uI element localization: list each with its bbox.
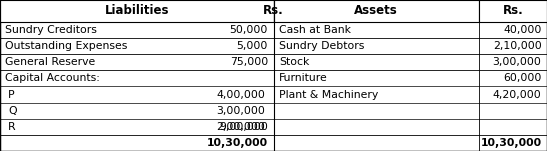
Text: 60,000: 60,000 [503, 73, 542, 83]
Text: Rs.: Rs. [503, 4, 523, 18]
Text: 50,000: 50,000 [230, 25, 268, 35]
Text: Furniture: Furniture [279, 73, 328, 83]
Text: 10,30,000: 10,30,000 [480, 138, 542, 148]
Text: 3,00,000: 3,00,000 [217, 106, 265, 116]
Text: Rs.: Rs. [263, 4, 284, 18]
Text: 2,10,000: 2,10,000 [493, 41, 542, 51]
Text: 9,00,000: 9,00,000 [219, 122, 268, 132]
Text: P: P [8, 90, 15, 100]
Text: General Reserve: General Reserve [5, 57, 96, 67]
Text: R: R [8, 122, 16, 132]
Text: Liabilities: Liabilities [104, 4, 169, 18]
Bar [0, 0, 274, 22]
Text: 2,00,000: 2,00,000 [217, 122, 265, 132]
Text: 5,000: 5,000 [237, 41, 268, 51]
Text: 10,30,000: 10,30,000 [207, 138, 268, 148]
Text: Plant & Machinery: Plant & Machinery [279, 90, 378, 100]
Text: 4,20,000: 4,20,000 [493, 90, 542, 100]
Text: Capital Accounts:: Capital Accounts: [5, 73, 100, 83]
Bar [274, 0, 479, 22]
Text: Assets: Assets [354, 4, 398, 18]
Text: Outstanding Expenses: Outstanding Expenses [5, 41, 128, 51]
Text: Sundry Debtors: Sundry Debtors [279, 41, 364, 51]
Text: 4,00,000: 4,00,000 [217, 90, 265, 100]
Text: 75,000: 75,000 [230, 57, 268, 67]
Text: Sundry Creditors: Sundry Creditors [5, 25, 97, 35]
Text: Stock: Stock [279, 57, 310, 67]
Text: Cash at Bank: Cash at Bank [279, 25, 351, 35]
Text: Q: Q [8, 106, 17, 116]
Bar [479, 0, 547, 22]
Text: 40,000: 40,000 [503, 25, 542, 35]
Text: 3,00,000: 3,00,000 [493, 57, 542, 67]
